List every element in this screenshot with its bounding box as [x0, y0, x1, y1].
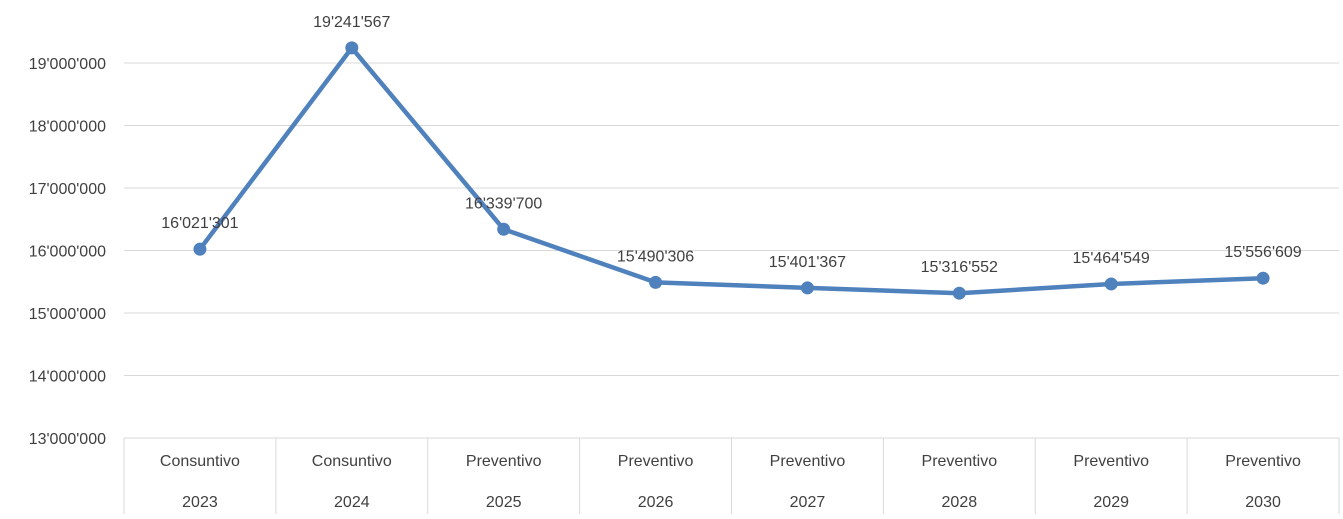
series-line: [193, 41, 1270, 300]
x-tick-label-type: Preventivo: [1073, 453, 1149, 470]
series-line-path: [197, 45, 1266, 296]
x-tick-label-year: 2026: [638, 494, 674, 511]
data-label: 15'490'306: [617, 248, 694, 265]
y-tick-label: 19'000'000: [29, 56, 106, 73]
x-tick-label-year: 2027: [790, 494, 826, 511]
x-tick-label-type: Preventivo: [1225, 453, 1301, 470]
data-label: 15'401'367: [769, 254, 846, 271]
data-point-marker: [649, 275, 663, 289]
x-tick-label-year: 2025: [486, 494, 522, 511]
y-tick-label: 14'000'000: [29, 369, 106, 386]
data-label: 16'021'301: [161, 215, 238, 232]
data-label: 16'339'700: [465, 195, 542, 212]
x-tick-label-type: Consuntivo: [160, 453, 240, 470]
data-point-marker: [1256, 271, 1270, 285]
data-point-marker: [952, 286, 966, 300]
y-tick-label: 16'000'000: [29, 244, 106, 261]
data-point-marker: [345, 41, 359, 55]
x-tick-label-type: Preventivo: [770, 453, 846, 470]
data-label: 15'556'609: [1224, 244, 1301, 261]
y-tick-label: 18'000'000: [29, 119, 106, 136]
x-tick-label-year: 2029: [1093, 494, 1129, 511]
x-tick-label-type: Preventivo: [618, 453, 694, 470]
y-tick-label: 15'000'000: [29, 306, 106, 323]
data-label: 15'316'552: [921, 259, 998, 276]
x-tick-label-year: 2028: [942, 494, 978, 511]
x-axis-category-table: Consuntivo 2023 Consuntivo 2024 Preventivo 20…: [123, 437, 1340, 514]
gridlines: [124, 62, 1339, 376]
data-point-marker: [193, 242, 207, 256]
x-tick-label-type: Preventivo: [466, 453, 542, 470]
y-axis-tick-labels: 13'000'000 14'000'000 15'000'000 16'000'000…: [29, 56, 106, 448]
data-point-marker: [497, 222, 511, 236]
data-point-marker: [800, 281, 814, 295]
y-tick-label: 17'000'000: [29, 181, 106, 198]
y-tick-label: 13'000'000: [29, 431, 106, 448]
data-label: 19'241'567: [313, 14, 390, 31]
data-point-marker: [1104, 277, 1118, 291]
x-tick-label-year: 2030: [1245, 494, 1281, 511]
x-tick-label-year: 2024: [334, 494, 370, 511]
data-label: 15'464'549: [1073, 250, 1150, 267]
x-tick-label-type: Consuntivo: [312, 453, 392, 470]
x-tick-label-type: Preventivo: [922, 453, 998, 470]
data-labels: 16'021'301 19'241'567 16'339'700 15'490'306…: [161, 14, 1302, 276]
x-tick-label-year: 2023: [182, 494, 218, 511]
